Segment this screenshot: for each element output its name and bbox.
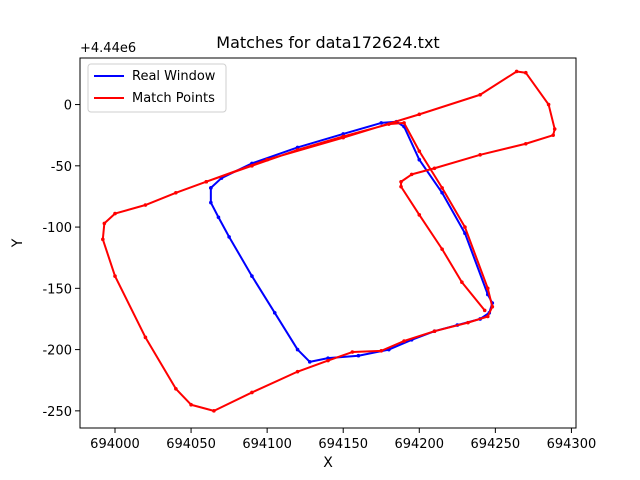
series-1-point-28 bbox=[143, 203, 148, 207]
series-1-point-45 bbox=[399, 184, 403, 189]
y-offset-label: +4.44e6 bbox=[80, 41, 136, 56]
series-1-point-24 bbox=[113, 274, 117, 278]
x-axis-label: X bbox=[323, 455, 333, 471]
series-1-point-47 bbox=[440, 247, 444, 251]
series-1-point-46 bbox=[417, 213, 422, 217]
plot-area bbox=[79, 57, 577, 429]
series-0-point-27 bbox=[209, 200, 213, 205]
series-1-point-41 bbox=[478, 152, 482, 157]
series-1-point-37 bbox=[546, 102, 551, 107]
y-tick-label-5: -250 bbox=[42, 405, 72, 420]
series-1-point-29 bbox=[174, 190, 178, 195]
series-1-point-27 bbox=[113, 211, 117, 216]
series-0-point-22 bbox=[295, 347, 300, 352]
series-1-point-43 bbox=[409, 172, 414, 177]
series-1-point-2 bbox=[295, 148, 300, 152]
series-1-point-34 bbox=[478, 92, 482, 97]
x-tick-label-3: 694150 bbox=[318, 437, 368, 452]
x-tick-label-6: 694300 bbox=[547, 437, 597, 452]
series-1-point-10 bbox=[490, 304, 495, 309]
series-1-point-31 bbox=[265, 157, 269, 162]
x-tick-label-2: 694100 bbox=[242, 437, 292, 452]
series-1-point-19 bbox=[250, 390, 254, 395]
x-tick-label-1: 694050 bbox=[166, 437, 216, 452]
series-1-point-44 bbox=[399, 179, 403, 184]
series-0-point-8 bbox=[417, 157, 422, 162]
series-0-point-26 bbox=[216, 215, 221, 220]
series-1-point-6 bbox=[417, 149, 422, 153]
series-0-point-23 bbox=[272, 311, 277, 315]
series-1-point-32 bbox=[341, 135, 346, 140]
y-tick-label-3: -150 bbox=[42, 282, 72, 297]
series-1-point-11 bbox=[485, 314, 490, 319]
series-0-point-24 bbox=[250, 274, 254, 278]
series-1-point-22 bbox=[174, 386, 178, 391]
series-1-point-49 bbox=[482, 308, 487, 313]
series-1-point-9 bbox=[485, 286, 490, 291]
series-1-point-8 bbox=[463, 225, 467, 229]
x-tick-label-5: 694250 bbox=[471, 437, 521, 452]
series-1-point-33 bbox=[417, 112, 422, 117]
series-1-point-4 bbox=[387, 122, 391, 126]
series-0-point-28 bbox=[209, 186, 213, 190]
series-1-point-1 bbox=[250, 164, 254, 168]
y-axis-label: Y bbox=[10, 238, 26, 248]
y-tick-label-2: -100 bbox=[42, 221, 72, 236]
series-1-point-7 bbox=[440, 186, 444, 190]
series-1-point-17 bbox=[326, 358, 330, 363]
series-1-point-18 bbox=[295, 369, 300, 374]
y-tick-label-4: -200 bbox=[42, 344, 72, 359]
series-1-point-30 bbox=[204, 179, 209, 184]
series-1-point-14 bbox=[402, 339, 406, 343]
series-1-point-20 bbox=[212, 409, 216, 413]
series-1-point-39 bbox=[551, 133, 555, 137]
series-0-point-21 bbox=[307, 360, 312, 364]
series-1-point-23 bbox=[143, 335, 148, 340]
y-tick-label-0: 0 bbox=[64, 99, 72, 114]
x-tick-label-4: 694200 bbox=[394, 437, 444, 452]
series-1-point-26 bbox=[102, 221, 107, 226]
series-line-1 bbox=[101, 70, 556, 412]
legend-label-match-points: Match Points bbox=[132, 91, 215, 106]
chart-title: Matches for data172624.txt bbox=[216, 33, 439, 52]
series-1-point-15 bbox=[379, 349, 384, 353]
y-tick-label-1: -50 bbox=[51, 160, 72, 175]
series-1-point-35 bbox=[514, 69, 519, 74]
series-1-point-48 bbox=[460, 280, 464, 285]
series-1-point-12 bbox=[466, 320, 470, 325]
legend: Real Window Match Points bbox=[87, 63, 227, 113]
series-1-point-16 bbox=[350, 350, 355, 354]
series-1-point-25 bbox=[101, 237, 105, 242]
series-0-point-25 bbox=[227, 235, 231, 239]
plot-frame bbox=[79, 57, 577, 429]
series-line-0 bbox=[209, 120, 494, 363]
series-0-point-9 bbox=[440, 190, 444, 195]
series-1-point-38 bbox=[552, 127, 557, 131]
series-0-point-5 bbox=[379, 121, 384, 125]
legend-label-real-window: Real Window bbox=[132, 69, 216, 84]
series-0-point-19 bbox=[356, 353, 361, 358]
series-1-point-21 bbox=[189, 402, 193, 407]
series-1-point-36 bbox=[523, 70, 528, 75]
series-1-point-13 bbox=[432, 329, 437, 334]
series-1-point-40 bbox=[523, 141, 528, 146]
x-tick-label-0: 694000 bbox=[90, 437, 140, 452]
series-1-point-5 bbox=[402, 121, 406, 125]
series-1-point-42 bbox=[432, 166, 437, 171]
